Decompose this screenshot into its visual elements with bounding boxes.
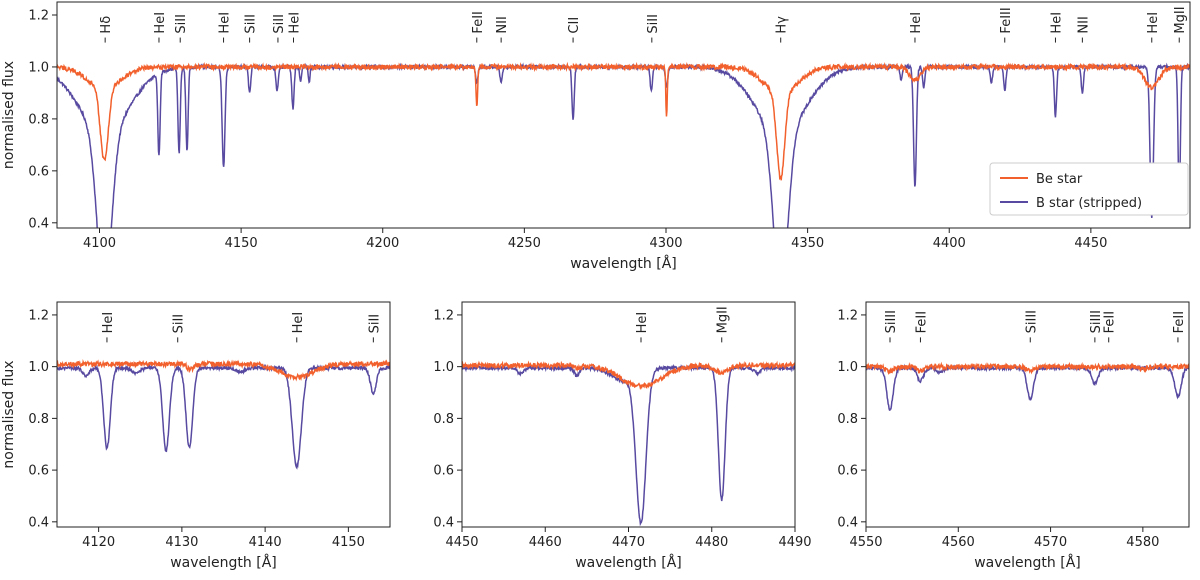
x-tick-label: 4490 bbox=[778, 535, 811, 550]
chart-panel-bottom-right: 4550 4560 4570 4580 0.4 0.6 0.8 1.0 1.2 wavelengt… bbox=[837, 301, 1190, 571]
x-tick-label: 4550 bbox=[849, 535, 882, 550]
series-line-b-star bbox=[866, 363, 1189, 411]
legend: Be star B star (stripped) bbox=[989, 162, 1189, 216]
spectral-line-label: FeIII bbox=[999, 7, 1014, 33]
legend-label-be-star: Be star bbox=[1036, 172, 1083, 187]
y-tick-label: 1.2 bbox=[837, 308, 858, 323]
x-tick-label: 4470 bbox=[612, 535, 645, 550]
x-tick-label: 4460 bbox=[529, 535, 562, 550]
series-line-be-star bbox=[57, 358, 390, 382]
y-tick-label: 0.4 bbox=[28, 515, 49, 530]
spectral-line-label: SiII bbox=[244, 14, 259, 34]
spectral-line-label: MgII bbox=[716, 306, 731, 333]
x-tick-label: 4130 bbox=[165, 535, 198, 550]
series-line-b-star bbox=[57, 363, 390, 470]
series-line-be-star bbox=[462, 360, 795, 391]
plot-frame bbox=[56, 1, 1191, 229]
x-tick-label: 4100 bbox=[83, 236, 116, 251]
x-tick-label: 4300 bbox=[649, 236, 682, 251]
spectral-line-label: SiII bbox=[174, 14, 189, 34]
x-tick-label: 4150 bbox=[225, 236, 258, 251]
y-tick-label: 1.2 bbox=[433, 308, 454, 323]
x-tick-label: 4250 bbox=[508, 236, 541, 251]
plot-frame bbox=[56, 301, 391, 528]
x-tick-label: 4580 bbox=[1126, 535, 1159, 550]
y-tick-label: 0.6 bbox=[433, 464, 454, 479]
y-tick-label: 0.6 bbox=[28, 164, 49, 179]
y-tick-label: 0.6 bbox=[837, 464, 858, 479]
x-tick-label: 4480 bbox=[695, 535, 728, 550]
y-tick-label: 1.2 bbox=[28, 308, 49, 323]
y-tick-label: 0.8 bbox=[837, 412, 858, 427]
y-axis-label: normalised flux bbox=[1, 61, 17, 169]
spectral-line-label: FeII bbox=[1172, 311, 1187, 333]
x-tick-label: 4120 bbox=[82, 535, 115, 550]
spectral-line-label: FeII bbox=[1103, 311, 1118, 333]
y-tick-label: 1.0 bbox=[837, 360, 858, 375]
x-axis-label: wavelength [Å] bbox=[570, 255, 677, 272]
y-tick-label: 1.0 bbox=[28, 60, 49, 75]
y-tick-label: 0.4 bbox=[28, 216, 49, 231]
x-tick-label: 4350 bbox=[791, 236, 824, 251]
y-tick-label: 0.6 bbox=[28, 464, 49, 479]
spectral-line-label: SiIII bbox=[1089, 310, 1104, 333]
y-axis-label: normalised flux bbox=[1, 360, 17, 468]
chart-panel-bottom-middle: 4450 4460 4470 4480 4490 0.4 0.6 0.8 1.0 1.2 wavel… bbox=[433, 301, 812, 571]
spectral-line-label: SiII bbox=[646, 14, 661, 34]
x-tick-label: 4450 bbox=[445, 535, 478, 550]
y-tick-label: 0.4 bbox=[433, 515, 454, 530]
y-tick-label: 0.8 bbox=[28, 412, 49, 427]
spectral-line-label: Hγ bbox=[775, 16, 790, 34]
chart-panel-bottom-left: 4120 4130 4140 4150 0.4 0.6 0.8 1.0 1.2 wavelengt… bbox=[1, 301, 391, 571]
y-tick-label: 1.2 bbox=[28, 8, 49, 23]
spectral-line-label: SiII bbox=[172, 314, 187, 334]
spectral-line-label: Hδ bbox=[99, 16, 114, 34]
series-line-be-star bbox=[57, 61, 1190, 181]
x-tick-label: 4150 bbox=[332, 535, 365, 550]
spectral-line-label: HeI bbox=[1146, 12, 1161, 34]
plot-frame bbox=[461, 301, 796, 528]
x-tick-label: 4140 bbox=[249, 535, 282, 550]
spectral-line-label: HeI bbox=[218, 12, 233, 34]
spectral-line-label: HeI bbox=[101, 312, 116, 334]
x-tick-label: 4200 bbox=[366, 236, 399, 251]
x-axis-label: wavelength [Å] bbox=[974, 554, 1081, 571]
spectral-line-label: SiIII bbox=[1024, 310, 1039, 333]
legend-box bbox=[989, 162, 1189, 216]
x-axis-label: wavelength [Å] bbox=[170, 554, 277, 571]
spectral-line-label: NII bbox=[495, 16, 510, 33]
spectral-line-label: HeI bbox=[291, 312, 306, 334]
x-axis-label: wavelength [Å] bbox=[575, 554, 682, 571]
spectral-line-label: HeI bbox=[288, 12, 303, 34]
plot-frame bbox=[865, 301, 1190, 528]
y-tick-label: 0.4 bbox=[837, 515, 858, 530]
spectral-line-label: HeI bbox=[153, 12, 168, 34]
legend-label-b-star: B star (stripped) bbox=[1036, 196, 1142, 211]
y-tick-label: 0.8 bbox=[433, 412, 454, 427]
spectral-line-label: SiII bbox=[367, 314, 382, 334]
spectral-line-label: SiIII bbox=[884, 310, 899, 333]
spectral-line-label: FeII bbox=[471, 11, 486, 33]
y-tick-label: 0.8 bbox=[28, 112, 49, 127]
y-tick-label: 1.0 bbox=[28, 360, 49, 375]
series-line-b-star bbox=[462, 363, 795, 527]
spectral-line-label: HeI bbox=[1049, 12, 1064, 34]
spectral-line-label: CII bbox=[567, 17, 582, 34]
y-tick-label: 1.0 bbox=[433, 360, 454, 375]
spectral-line-label: SiII bbox=[272, 14, 287, 34]
series-line-be-star bbox=[866, 361, 1189, 375]
spectral-line-label: FeII bbox=[914, 311, 929, 333]
spectral-line-label: MgII bbox=[1173, 6, 1188, 33]
x-tick-label: 4400 bbox=[933, 236, 966, 251]
x-tick-label: 4560 bbox=[942, 535, 975, 550]
spectral-line-label: HeI bbox=[909, 12, 924, 34]
spectral-line-label: NII bbox=[1076, 16, 1091, 33]
spectral-line-label: HeI bbox=[635, 312, 650, 334]
x-tick-label: 4570 bbox=[1034, 535, 1067, 550]
chart-panel-top: 4100 4150 4200 4250 4300 4350 4400 4450 0.4 0.6 0.… bbox=[1, 1, 1191, 272]
x-tick-label: 4450 bbox=[1074, 236, 1107, 251]
